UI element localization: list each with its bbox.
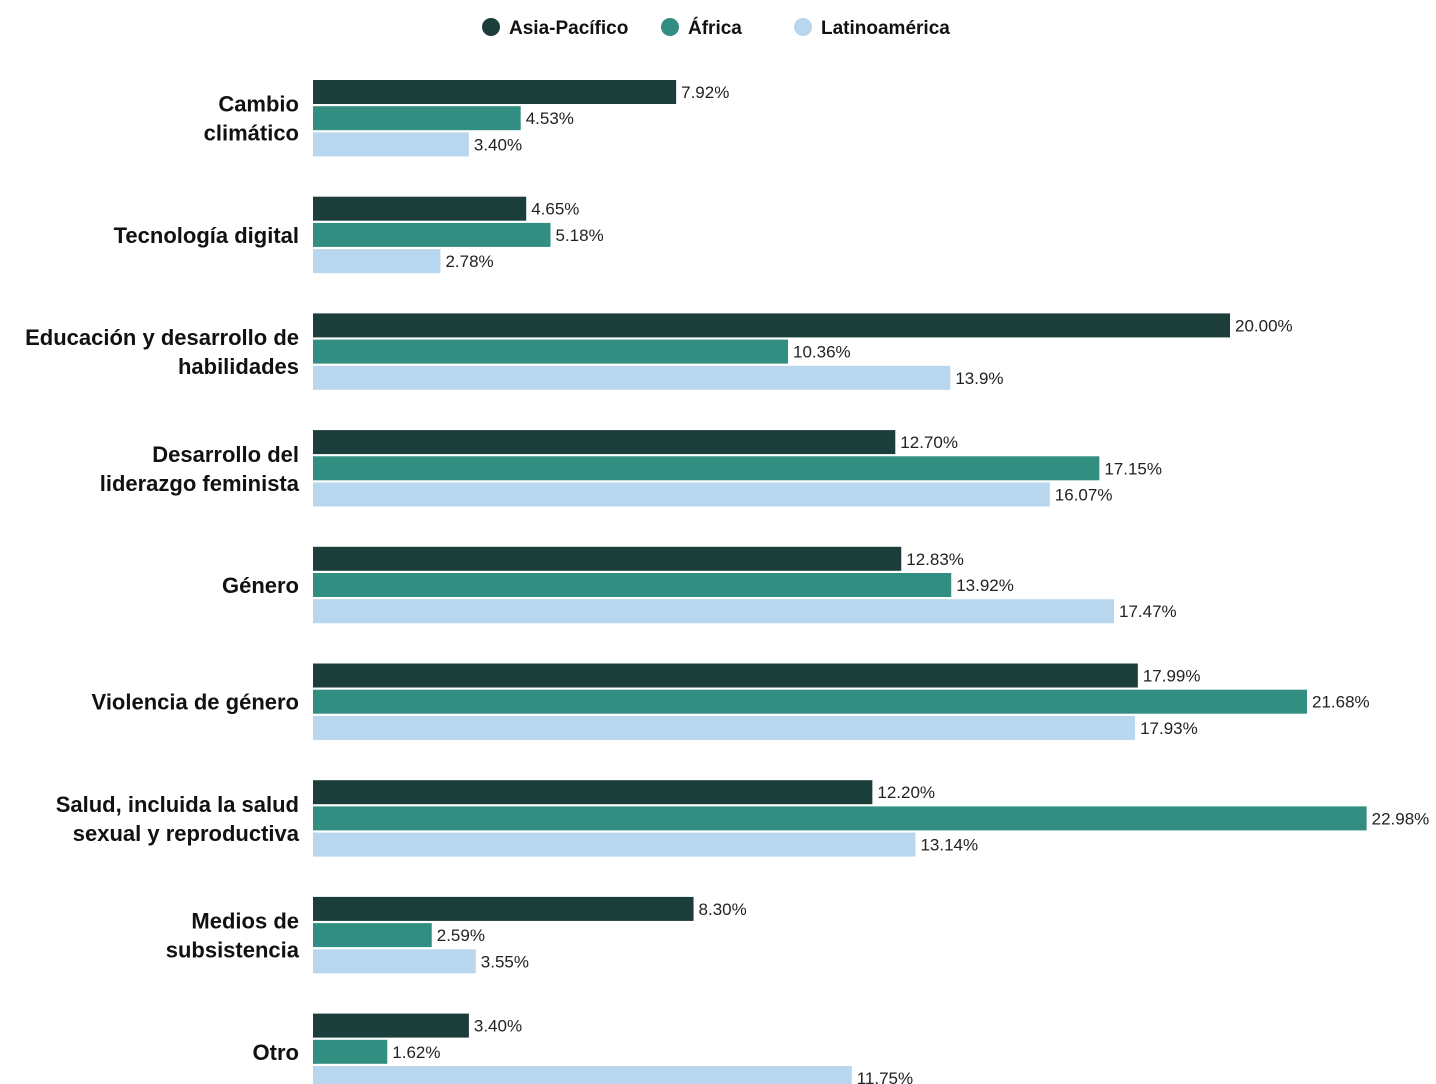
value-label: 13.9% — [955, 369, 1003, 388]
category-label-line: sexual y reproductiva — [73, 821, 300, 846]
bar-latinoamerica-genero — [313, 599, 1114, 624]
bar-asia-pacifico-medios-de-subsistencia — [313, 896, 694, 921]
value-label: 17.15% — [1104, 459, 1162, 478]
value-label: 8.30% — [699, 900, 747, 919]
bar-africa-cambio-climatico — [313, 106, 521, 131]
category-label-line: Desarrollo del — [152, 442, 299, 467]
bar-latinoamerica-cambio-climatico — [313, 132, 469, 157]
value-label: 2.78% — [445, 252, 493, 271]
category-label-line: Otro — [253, 1040, 299, 1065]
category-group-salud-incluida-la-salud-sexual-y-reproductiva: Salud, incluida la salud sexual y reprodu… — [56, 780, 1430, 857]
category-label: Violencia de género — [92, 690, 299, 715]
category-label-line: liderazgo feminista — [100, 471, 300, 496]
bar-africa-desarrollo-del-liderazgo-feminista — [313, 456, 1100, 481]
category-label: Género — [222, 573, 299, 598]
bar-latinoamerica-salud-incluida-la-salud-sexual-y-reproductiva — [313, 832, 916, 857]
value-label: 3.55% — [481, 952, 529, 971]
legend-label: Asia-Pacífico — [509, 18, 628, 39]
value-label: 12.20% — [877, 783, 935, 802]
bar-africa-genero — [313, 573, 952, 597]
value-label: 2.59% — [437, 926, 485, 945]
category-group-desarrollo-del-liderazgo-feminista: Desarrollo del liderazgo feminista 12.70% 1… — [100, 430, 1162, 507]
chart-legend: Asia-Pacífico África Latinoamérica — [482, 17, 950, 39]
value-label: 10.36% — [793, 343, 851, 362]
category-label-line: Salud, incluida la salud — [56, 792, 299, 817]
category-label: Otro — [253, 1040, 299, 1065]
category-label-line: subsistencia — [166, 938, 300, 963]
value-label: 3.40% — [474, 1017, 522, 1036]
category-label-line: Cambio — [218, 92, 299, 117]
bar-asia-pacifico-otro — [313, 1013, 469, 1038]
category-label: Educación y desarrollo de habilidades — [25, 325, 299, 379]
category-label-line: habilidades — [178, 354, 299, 379]
category-group-genero: Género 12.83% 13.92% 17.47% — [222, 546, 1177, 624]
bar-africa-educacion-y-desarrollo-de-habilidades — [313, 339, 789, 364]
bar-asia-pacifico-genero — [313, 546, 902, 571]
value-label: 13.14% — [920, 836, 978, 855]
value-label: 21.68% — [1312, 693, 1370, 712]
legend-label: Latinoamérica — [821, 18, 950, 39]
bar-asia-pacifico-desarrollo-del-liderazgo-feminista — [313, 430, 896, 455]
plot-area: Cambio climático7.92%4.53%3.40%Tecnología… — [25, 80, 1429, 1084]
bar-africa-violencia-de-genero — [313, 689, 1308, 714]
value-label: 17.93% — [1140, 719, 1198, 738]
value-label: 17.47% — [1119, 602, 1177, 621]
bar-latinoamerica-tecnologia-digital — [313, 249, 441, 274]
legend-item-asia-pacifico: Asia-Pacífico — [482, 18, 628, 39]
legend-item-africa: África — [661, 17, 742, 39]
value-label: 16.07% — [1055, 486, 1113, 505]
value-label: 22.98% — [1372, 809, 1430, 828]
category-label: Cambio climático — [204, 92, 299, 146]
value-label: 4.65% — [531, 200, 579, 219]
bar-asia-pacifico-educacion-y-desarrollo-de-habilidades — [313, 313, 1230, 338]
category-label: Tecnología digital — [114, 223, 299, 248]
bar-latinoamerica-desarrollo-del-liderazgo-feminista — [313, 482, 1050, 507]
category-group-tecnologia-digital: Tecnología digital 4.65% 5.18% 2.78% — [114, 196, 604, 274]
bar-asia-pacifico-violencia-de-genero — [313, 663, 1138, 688]
legend-label: África — [688, 17, 742, 39]
category-label: Desarrollo del liderazgo feminista — [100, 442, 300, 496]
value-label: 12.83% — [906, 550, 964, 569]
value-label: 3.40% — [474, 135, 522, 154]
category-label: Medios de subsistencia — [166, 909, 300, 963]
value-label: 17.99% — [1143, 667, 1201, 686]
value-label: 4.53% — [526, 109, 574, 128]
category-group-medios-de-subsistencia: Medios de subsistencia 8.30% 2.59% 3.55% — [166, 896, 747, 974]
value-label: 7.92% — [681, 83, 729, 102]
value-label: 11.75% — [857, 1069, 913, 1084]
legend-swatch — [794, 18, 812, 36]
value-label: 12.70% — [900, 433, 958, 452]
category-group-violencia-de-genero: Violencia de género 17.99% 21.68% 17.93% — [92, 663, 1370, 740]
value-label: 5.18% — [556, 226, 604, 245]
legend-item-latinoamerica: Latinoamérica — [794, 18, 950, 39]
category-label-line: Medios de — [191, 909, 299, 934]
bar-latinoamerica-educacion-y-desarrollo-de-habilidades — [313, 365, 951, 390]
bar-asia-pacifico-tecnologia-digital — [313, 196, 527, 221]
category-label-line: Educación y desarrollo de — [25, 325, 299, 350]
bar-latinoamerica-violencia-de-genero — [313, 715, 1136, 740]
bar-latinoamerica-medios-de-subsistencia — [313, 949, 476, 974]
category-label-line: Tecnología digital — [114, 223, 299, 248]
bar-asia-pacifico-cambio-climatico — [313, 80, 677, 104]
value-label: 1.62% — [392, 1043, 440, 1062]
category-label: Salud, incluida la salud sexual y reprodu… — [56, 792, 300, 846]
category-label-line: Género — [222, 573, 299, 598]
bar-africa-salud-incluida-la-salud-sexual-y-reproductiva — [313, 806, 1367, 831]
legend-swatch — [482, 18, 500, 36]
bar-latinoamerica-otro — [313, 1066, 852, 1084]
category-label-line: climático — [204, 121, 299, 146]
bar-africa-otro — [313, 1039, 388, 1064]
value-label: 13.92% — [956, 576, 1014, 595]
legend-swatch — [661, 18, 679, 36]
bar-africa-tecnologia-digital — [313, 222, 551, 247]
category-group-educacion-y-desarrollo-de-habilidades: Educación y desarrollo de habilidades 20.0… — [25, 313, 1293, 390]
category-group-cambio-climatico: Cambio climático 7.92% 4.53%3.40% — [204, 80, 729, 157]
bar-asia-pacifico-salud-incluida-la-salud-sexual-y-reproductiva — [313, 780, 873, 805]
category-label-line: Violencia de género — [92, 690, 299, 715]
value-label: 20.00% — [1235, 316, 1293, 335]
bar-africa-medios-de-subsistencia — [313, 923, 432, 948]
category-group-otro: Otro 3.40% 1.62% 11.75% — [253, 1013, 913, 1084]
